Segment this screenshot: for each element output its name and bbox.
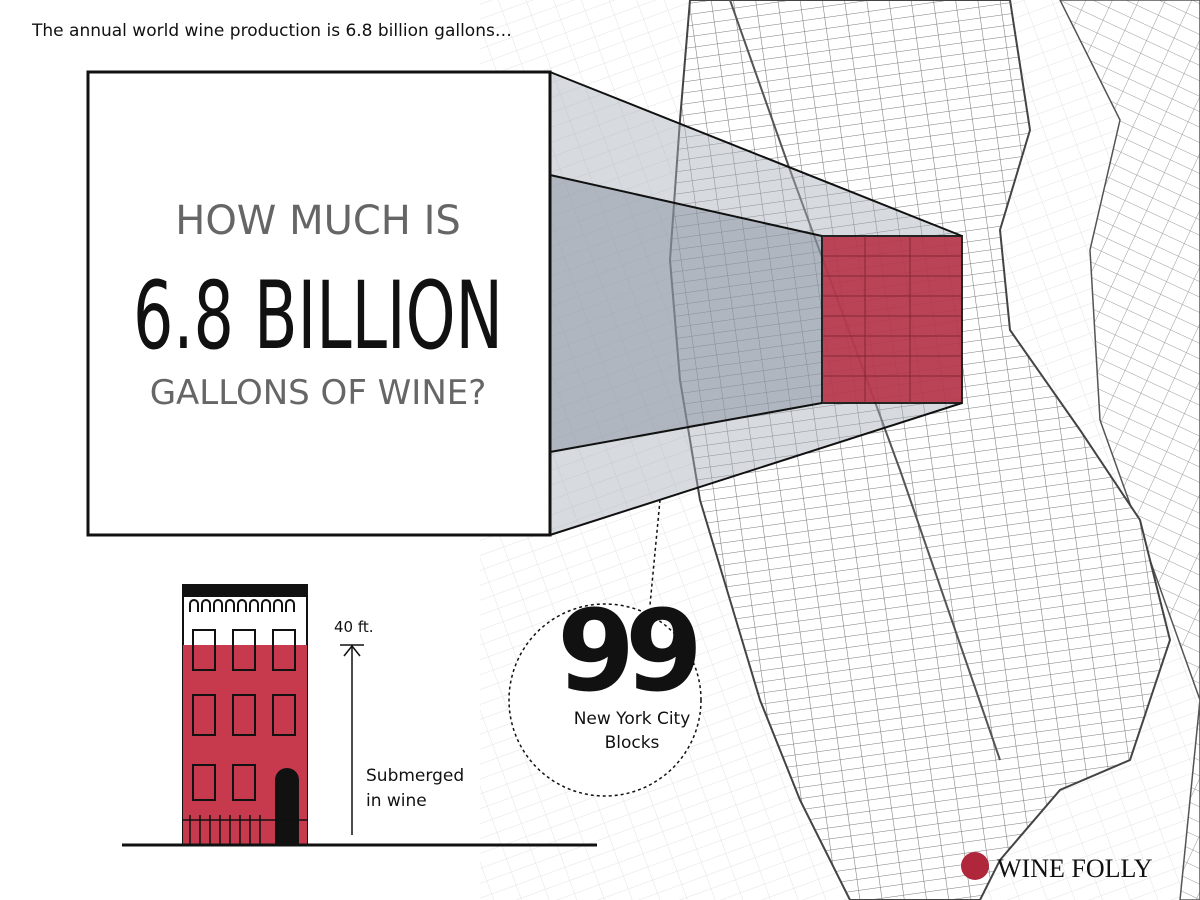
intro-text: The annual world wine production is 6.8 …: [31, 21, 512, 41]
headline-line1: HOW MUCH IS: [175, 198, 461, 244]
building-caption: in wine: [366, 791, 427, 811]
badge-number: 99: [557, 587, 696, 717]
height-label: 40 ft.: [334, 618, 374, 636]
highlight-blocks: [821, 235, 963, 404]
brand-name: WINE FOLLY: [997, 854, 1153, 883]
headline-box: [86, 70, 552, 537]
building-caption: Submerged: [366, 766, 464, 786]
brand-logo: [961, 852, 989, 880]
badge-label: New York City: [574, 709, 691, 729]
projection: [549, 71, 963, 536]
building: [182, 584, 308, 846]
badge-label: Blocks: [605, 733, 660, 753]
badge-circle: [508, 603, 702, 797]
headline-line2: 6.8 BILLION: [133, 262, 503, 371]
headline-line3: GALLONS OF WINE?: [150, 373, 487, 413]
